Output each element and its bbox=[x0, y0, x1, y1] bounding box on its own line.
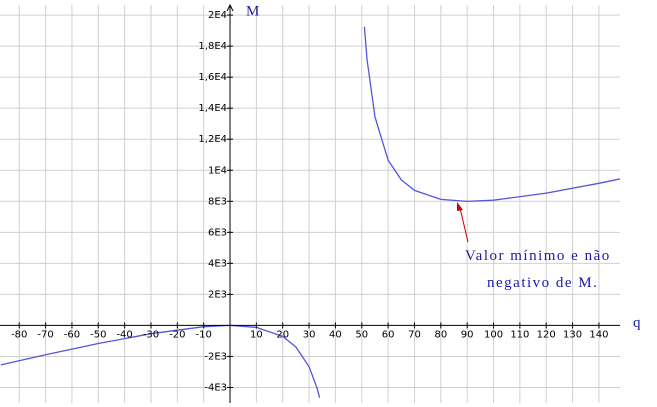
x-tick-label: -20 bbox=[169, 329, 185, 340]
x-tick-label: -70 bbox=[37, 329, 53, 340]
x-tick-label: 140 bbox=[589, 329, 608, 340]
annotation: negativo de M. bbox=[487, 275, 598, 291]
annotation-arrowhead bbox=[457, 202, 463, 211]
y-tick-label: 4E3 bbox=[208, 258, 227, 269]
x-tick-label: 100 bbox=[484, 329, 503, 340]
x-tick-label: 90 bbox=[461, 329, 474, 340]
x-tick-label: 30 bbox=[303, 329, 316, 340]
plot-background bbox=[0, 5, 620, 403]
y-tick-label: -2E3 bbox=[204, 351, 227, 362]
y-tick-label: 1,6E4 bbox=[198, 72, 227, 83]
y-tick-label: 1,2E4 bbox=[198, 134, 227, 145]
y-tick-label: 1,4E4 bbox=[198, 103, 227, 114]
y-tick-label: 2E3 bbox=[208, 289, 227, 300]
y-tick-label: 6E3 bbox=[208, 227, 227, 238]
x-tick-label: -30 bbox=[143, 329, 159, 340]
curve bbox=[0, 26, 620, 398]
x-tick-label: -80 bbox=[11, 329, 27, 340]
x-tick-label: 60 bbox=[382, 329, 395, 340]
x-tick-label: 120 bbox=[537, 329, 556, 340]
x-tick-label: -10 bbox=[196, 329, 212, 340]
x-tick-label: 80 bbox=[434, 329, 447, 340]
y-tick-label: 1,8E4 bbox=[198, 41, 227, 52]
y-tick-label: 8E3 bbox=[208, 196, 227, 207]
annotation-arrow bbox=[459, 207, 469, 243]
x-tick-label: 10 bbox=[250, 329, 263, 340]
x-tick-label: 130 bbox=[563, 329, 582, 340]
y-axis-label: M bbox=[246, 3, 261, 19]
y-tick-label: 2E4 bbox=[208, 10, 227, 21]
x-tick-label: 70 bbox=[408, 329, 421, 340]
x-tick-label: 110 bbox=[510, 329, 529, 340]
y-tick-label: -4E3 bbox=[204, 382, 227, 393]
y-axis-arrow bbox=[226, 3, 234, 12]
x-tick-label: 20 bbox=[276, 329, 289, 340]
x-tick-label: 40 bbox=[329, 329, 342, 340]
y-tick-label: 1E4 bbox=[208, 165, 227, 176]
x-tick-label: 50 bbox=[355, 329, 368, 340]
x-tick-label: -40 bbox=[116, 329, 132, 340]
x-tick-label: -50 bbox=[90, 329, 106, 340]
x-tick-label: -60 bbox=[64, 329, 80, 340]
annotation: Valor mínimo e não bbox=[465, 248, 611, 264]
x-axis-label: q bbox=[633, 315, 642, 331]
